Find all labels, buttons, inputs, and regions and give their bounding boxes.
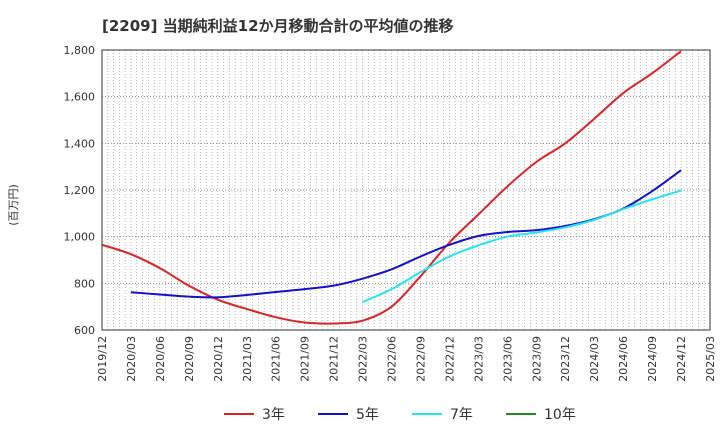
x-tick-label: 2020/12 — [212, 336, 225, 382]
x-tick-label: 2022/06 — [386, 336, 399, 382]
y-tick-label: 1,600 — [64, 91, 96, 104]
plot-frame — [101, 49, 711, 331]
x-tick-label: 2023/09 — [530, 336, 543, 382]
y-axis-label: (百万円) — [7, 184, 20, 226]
x-tick-label: 2023/06 — [501, 336, 514, 382]
y-tick-label: 1,200 — [64, 184, 96, 197]
y-tick-label: 800 — [74, 277, 95, 290]
x-tick-label: 2019/12 — [96, 336, 109, 382]
y-tick-label: 600 — [74, 324, 95, 337]
x-tick-label: 2023/03 — [472, 336, 485, 382]
legend: 3年 5年 7年 10年 — [224, 407, 576, 423]
legend-label: 5年 — [356, 407, 379, 423]
x-tick-label: 2024/12 — [675, 336, 688, 382]
series-layer — [101, 50, 682, 325]
x-tick-label: 2021/12 — [328, 336, 341, 382]
x-tick-label: 2024/03 — [588, 336, 601, 382]
chart-title: [2209] 当期純利益12か月移動合計の平均値の推移 — [102, 17, 454, 35]
x-tick-label: 2022/03 — [357, 336, 370, 382]
legend-label: 7年 — [450, 407, 473, 423]
y-ticks: 600 800 1,000 1,200 1,400 1,600 1,800 — [64, 44, 96, 337]
legend-label: 10年 — [544, 407, 576, 423]
x-tick-label: 2020/09 — [183, 336, 196, 382]
x-tick-label: 2021/03 — [241, 336, 254, 382]
x-tick-label: 2021/09 — [299, 336, 312, 382]
x-tick-label: 2020/03 — [125, 336, 138, 382]
legend-label: 3年 — [262, 407, 285, 423]
x-ticks: 2019/12 2020/03 2020/06 2020/09 2020/12 2021/… — [96, 336, 717, 382]
x-tick-label: 2021/06 — [270, 336, 283, 382]
x-tick-label: 2025/03 — [704, 336, 717, 382]
x-tick-label: 2022/12 — [443, 336, 456, 382]
series-line-3 — [362, 189, 682, 303]
series-line-2 — [130, 169, 682, 299]
x-tick-label: 2022/09 — [414, 336, 427, 382]
y-tick-label: 1,400 — [64, 137, 96, 150]
series-line-1 — [101, 50, 682, 325]
x-tick-label: 2023/12 — [559, 336, 572, 382]
x-tick-label: 2020/06 — [154, 336, 167, 382]
x-tick-label: 2024/06 — [617, 336, 630, 382]
y-tick-label: 1,800 — [64, 44, 96, 57]
y-tick-label: 1,000 — [64, 231, 96, 244]
x-tick-label: 2024/09 — [646, 336, 659, 382]
